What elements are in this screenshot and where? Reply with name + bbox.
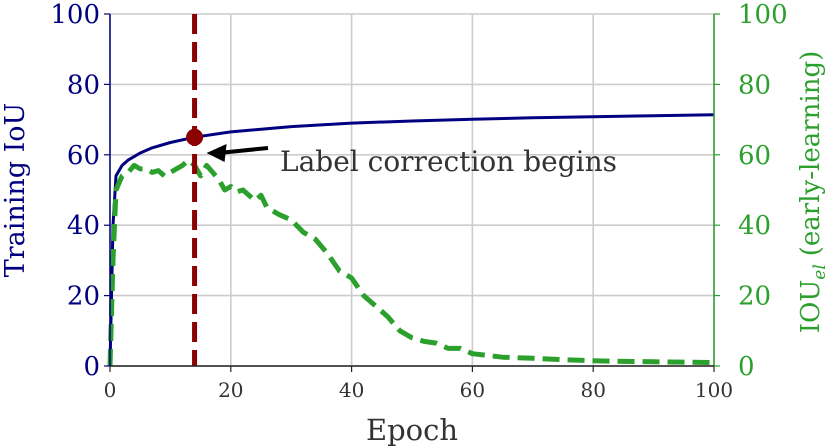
y-axis-right-label-suffix: (early-learning) [796, 51, 826, 256]
grid-lines [109, 13, 715, 367]
annotation-layer: Label correction begins [186, 14, 617, 366]
y-left-tick-label: 40 [67, 211, 100, 241]
label-correction-marker [186, 128, 204, 146]
y-axis-right-label-main: IOU [796, 280, 826, 334]
x-tick-label: 20 [218, 378, 243, 402]
annotation-text: Label correction begins [280, 145, 617, 178]
y-left-tick-label: 20 [67, 282, 100, 312]
y-right-tick-label: 80 [738, 70, 771, 100]
y-left-tick-label: 60 [67, 141, 100, 171]
x-tick-label: 100 [695, 378, 733, 402]
y-axis-right-label-sub: el [810, 264, 830, 280]
annotation-arrow-head [206, 144, 227, 162]
y-right-tick-label: 20 [738, 282, 771, 312]
y-right-tick-labels: 0 20 40 60 80 100 [738, 0, 788, 382]
y-left-tick-labels: 0 20 40 60 80 100 [50, 0, 100, 382]
x-tick-label: 60 [460, 378, 485, 402]
y-left-tick-label: 80 [67, 70, 100, 100]
y-axis-left-label: Training IoU [0, 103, 31, 278]
y-left-tick-label: 100 [50, 0, 100, 30]
x-tick-labels: 0 20 40 60 80 100 [104, 378, 733, 402]
axes-frame [104, 13, 720, 372]
y-axis-right-label: IOUel (early-learning) [796, 51, 830, 333]
x-axis-label: Epoch [366, 413, 458, 447]
y-left-tick-label: 0 [83, 352, 100, 382]
y-right-tick-label: 100 [738, 0, 788, 30]
annotation-arrow-shaft [222, 146, 269, 155]
x-tick-label: 40 [339, 378, 364, 402]
x-tick-label: 80 [580, 378, 605, 402]
y-right-tick-label: 60 [738, 141, 771, 171]
x-tick-label: 0 [104, 378, 117, 402]
series-line-early-learning [107, 157, 715, 367]
y-right-tick-label: 0 [738, 352, 755, 382]
y-right-tick-label: 40 [738, 211, 771, 241]
